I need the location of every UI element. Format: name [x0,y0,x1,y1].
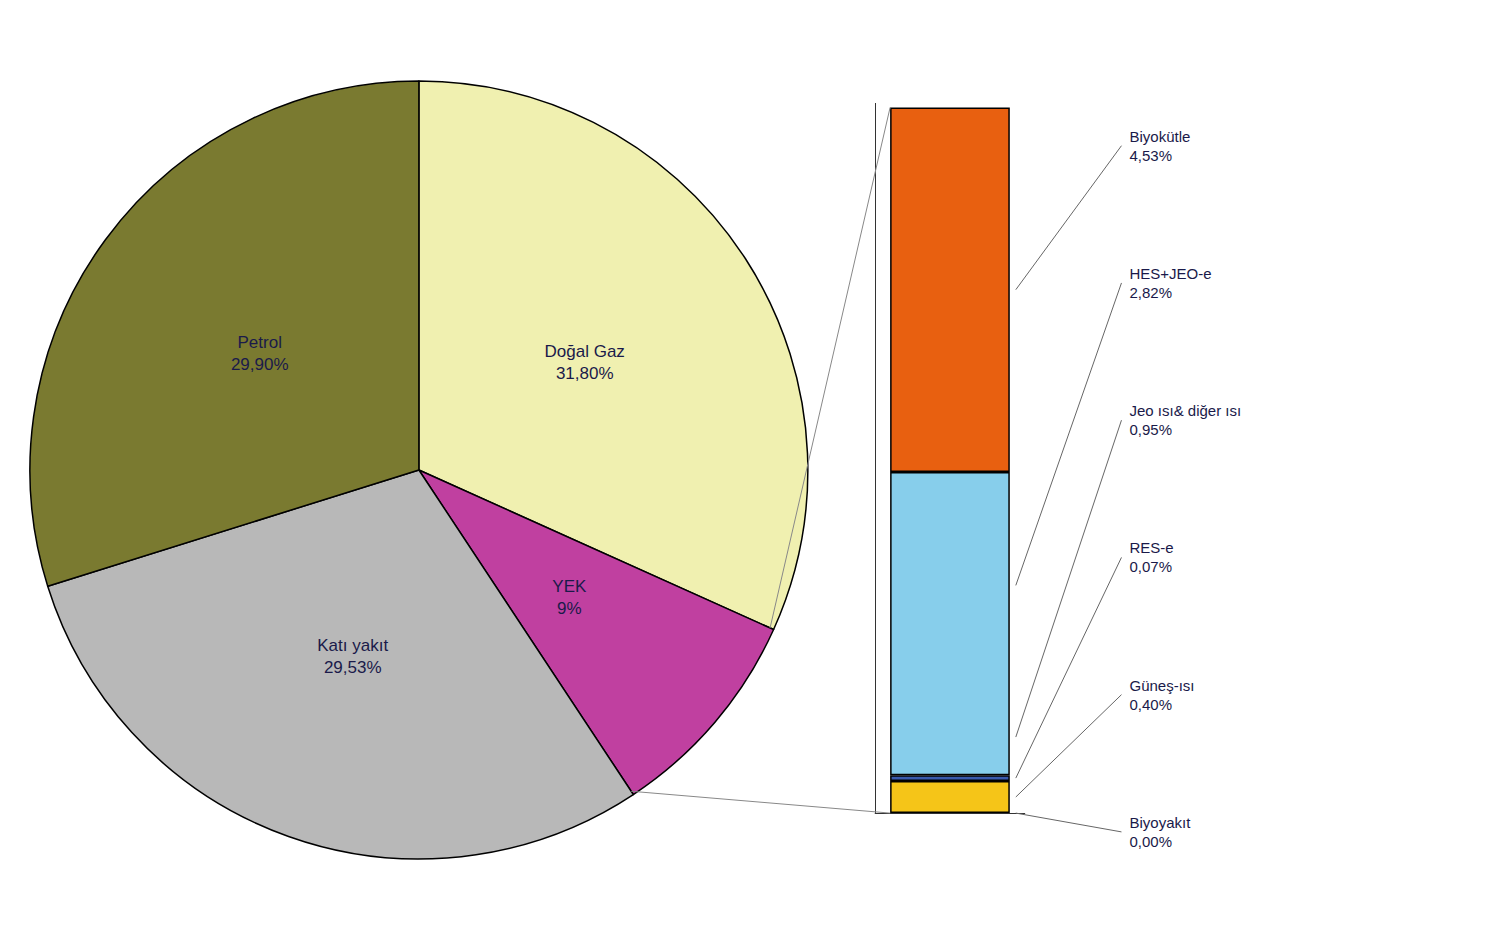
svg-text:31,80%: 31,80% [556,364,614,383]
svg-text:YEK: YEK [552,577,587,596]
svg-text:0,07%: 0,07% [1129,558,1172,575]
svg-text:RES-e: RES-e [1129,539,1173,556]
svg-text:Doğal Gaz: Doğal Gaz [545,342,625,361]
svg-text:9%: 9% [557,599,582,618]
svg-text:Petrol: Petrol [238,333,282,352]
svg-text:4,53%: 4,53% [1129,147,1172,164]
svg-text:Jeo ısı& diğer ısı: Jeo ısı& diğer ısı [1129,402,1241,419]
svg-text:Biyoyakıt: Biyoyakıt [1129,814,1191,831]
svg-text:0,95%: 0,95% [1129,421,1172,438]
svg-text:29,90%: 29,90% [231,355,289,374]
svg-text:Katı yakıt: Katı yakıt [317,636,388,655]
svg-text:0,00%: 0,00% [1129,833,1172,850]
svg-text:29,53%: 29,53% [324,658,382,677]
svg-text:HES+JEO-e: HES+JEO-e [1129,265,1211,282]
svg-text:0,40%: 0,40% [1129,696,1172,713]
svg-text:Güneş-ısı: Güneş-ısı [1129,677,1194,694]
svg-text:Biyokütle: Biyokütle [1129,128,1190,145]
svg-text:2,82%: 2,82% [1129,284,1172,301]
